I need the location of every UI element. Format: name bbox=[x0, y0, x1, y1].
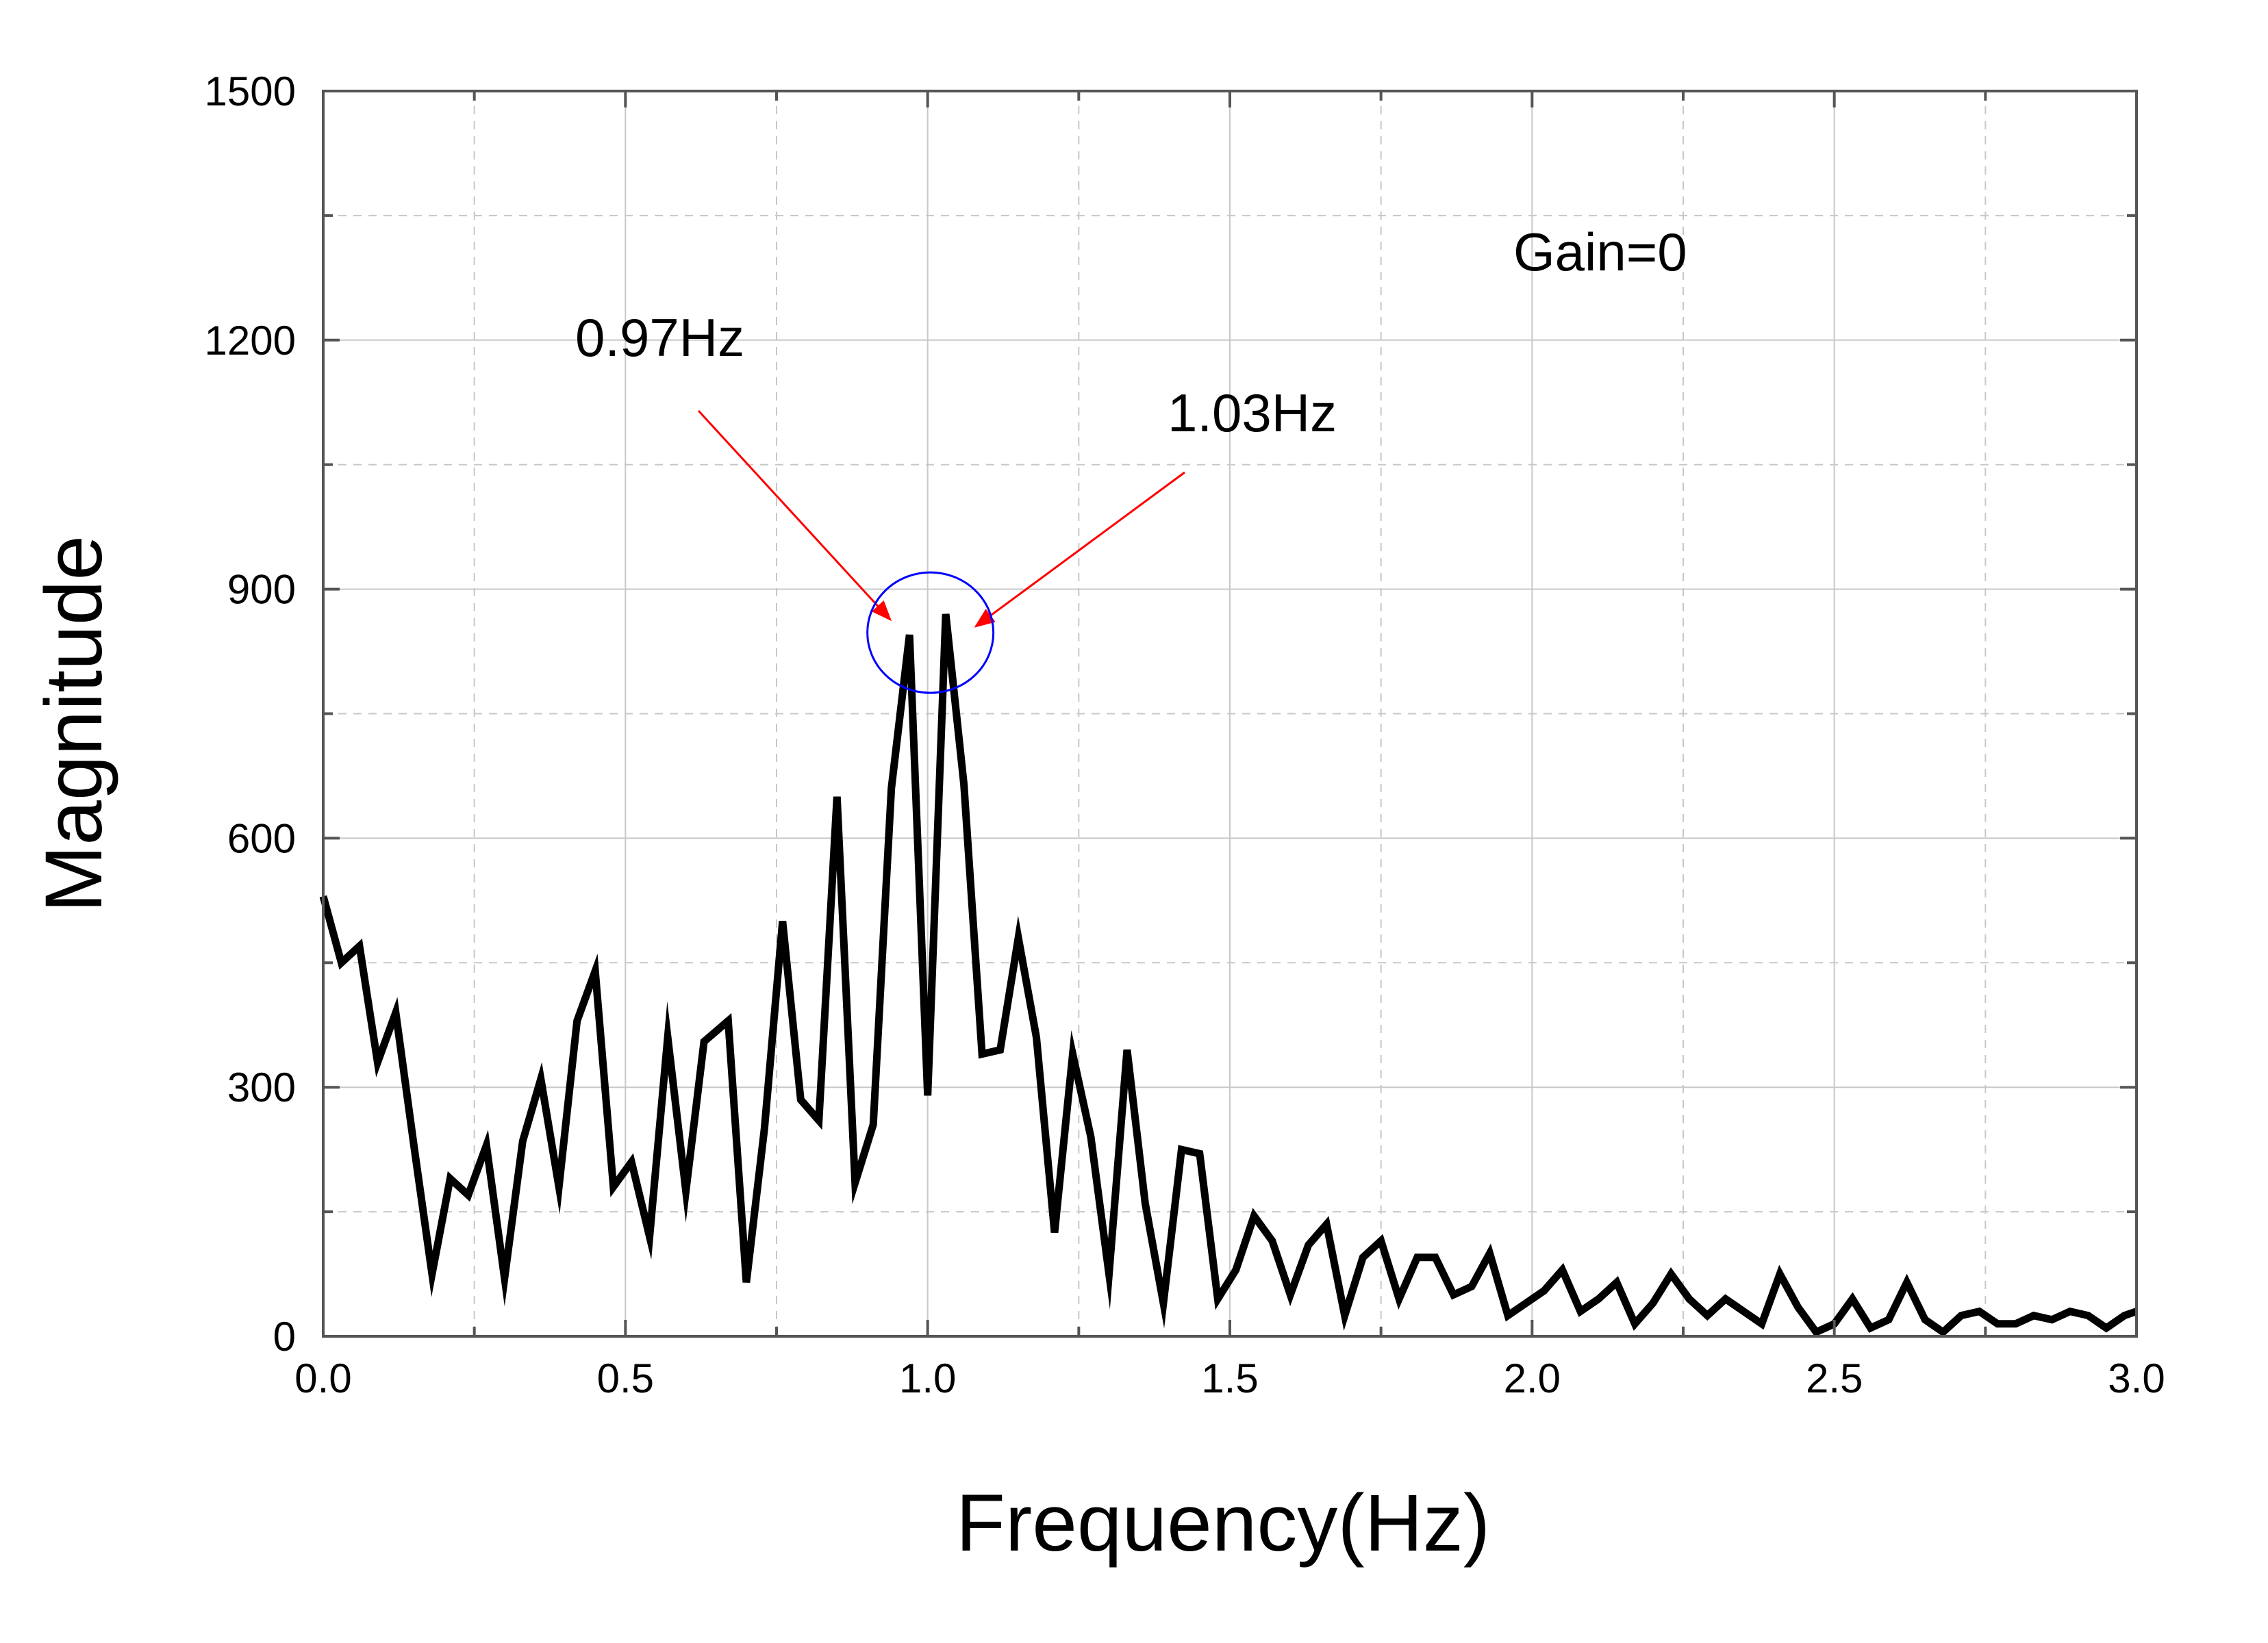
x-tick-label: 0.5 bbox=[597, 1355, 654, 1401]
x-tick-label: 3.0 bbox=[2108, 1355, 2165, 1401]
series-group bbox=[319, 613, 2138, 1337]
peak-label-1.03hz: 1.03Hz bbox=[1168, 383, 1337, 443]
x-axis-title: Frequency(Hz) bbox=[956, 1478, 1490, 1568]
arrow-0.97hz bbox=[697, 409, 892, 622]
x-tick-label: 2.5 bbox=[1806, 1355, 1863, 1401]
annotations: 0.97Hz 1.03Hz Gain=0 bbox=[575, 222, 1687, 694]
grid bbox=[323, 91, 2137, 1336]
peak-highlight-circle bbox=[866, 571, 995, 694]
x-tick-label: 1.0 bbox=[899, 1355, 956, 1401]
arrow-1.03hz bbox=[974, 471, 1185, 628]
x-tick-label: 0.0 bbox=[294, 1355, 351, 1401]
gain-label: Gain=0 bbox=[1513, 222, 1687, 282]
y-tick-label: 1200 bbox=[205, 318, 296, 364]
y-tick-label: 0 bbox=[273, 1314, 296, 1360]
axis-ticks: 0.0 0.5 1.0 1.5 2.0 2.5 3.0 0 300 600 900 1200 1500 bbox=[205, 68, 2165, 1401]
series-line bbox=[319, 613, 2138, 1337]
y-tick-label: 900 bbox=[227, 567, 296, 613]
y-axis-title: Magnitude bbox=[29, 535, 119, 913]
x-tick-label: 2.0 bbox=[1504, 1355, 1561, 1401]
x-tick-label: 1.5 bbox=[1201, 1355, 1258, 1401]
y-tick-label: 300 bbox=[227, 1065, 296, 1110]
peak-label-0.97hz: 0.97Hz bbox=[575, 307, 744, 368]
y-tick-label: 600 bbox=[227, 815, 296, 861]
y-tick-label: 1500 bbox=[205, 68, 296, 114]
